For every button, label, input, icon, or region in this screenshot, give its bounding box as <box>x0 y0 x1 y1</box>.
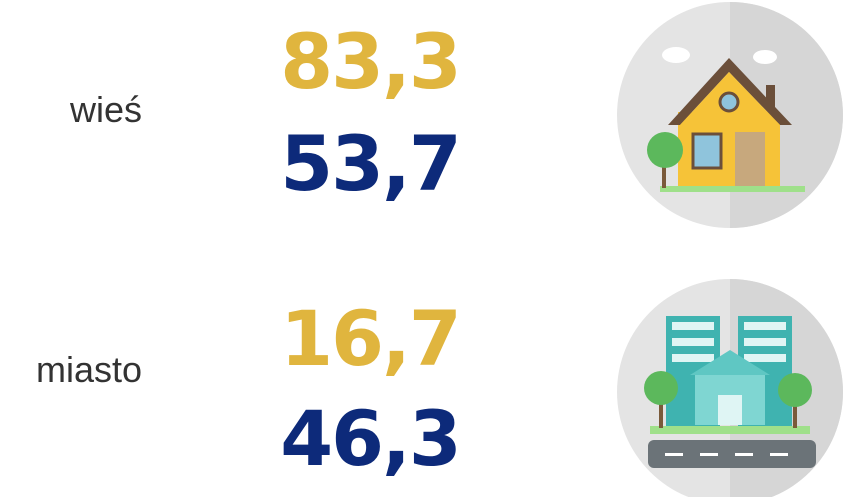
value: 83,3 <box>280 17 460 106</box>
row-label: wieś <box>69 89 142 130</box>
row-label: miasto <box>36 349 142 390</box>
village-icon <box>617 2 843 228</box>
value: 16,7 <box>280 294 460 383</box>
value: 46,3 <box>280 394 460 483</box>
value: 53,7 <box>280 119 460 208</box>
city-icon <box>617 279 843 497</box>
infographic: wieś 83,3 53,7 miasto 16,7 46,3 <box>0 0 864 497</box>
